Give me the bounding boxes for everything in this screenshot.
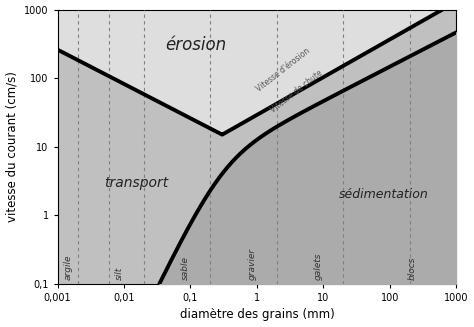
Text: Vitesse de chute: Vitesse de chute [269, 68, 325, 114]
Text: galets: galets [314, 252, 323, 280]
Text: transport: transport [104, 176, 168, 190]
Y-axis label: vitesse du courant (cm/s): vitesse du courant (cm/s) [6, 71, 18, 222]
Text: silt: silt [115, 267, 124, 280]
Text: blocs: blocs [408, 256, 417, 280]
Text: gravier: gravier [248, 248, 257, 280]
Text: Vitesse d'érosion: Vitesse d'érosion [255, 47, 312, 94]
Text: sable: sable [181, 256, 190, 280]
Text: érosion: érosion [165, 36, 226, 54]
Text: argile: argile [64, 254, 73, 280]
Text: sédimentation: sédimentation [338, 188, 428, 201]
X-axis label: diamètre des grains (mm): diamètre des grains (mm) [180, 308, 334, 321]
